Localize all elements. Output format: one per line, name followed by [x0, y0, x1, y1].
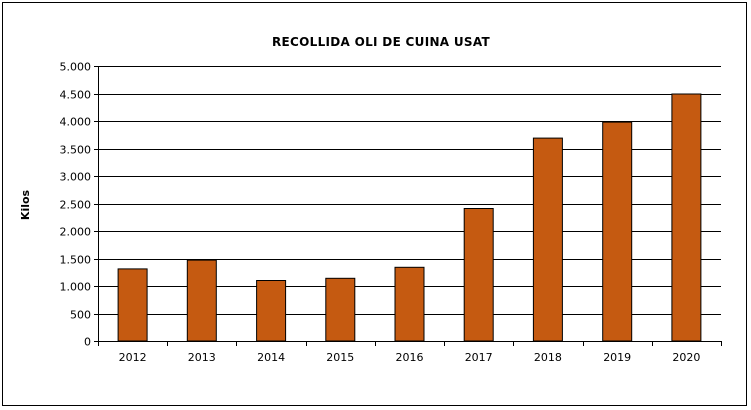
x-tick-label: 2017 — [465, 351, 493, 364]
y-tick-label: 3.000 — [60, 171, 92, 184]
bar-2019 — [602, 121, 633, 342]
y-tick-label: 500 — [70, 309, 91, 322]
y-tick-label: 1.000 — [60, 281, 92, 294]
bar-2016 — [394, 266, 425, 342]
y-tick-labels: 0 500 1.000 1.500 2.000 2.500 3.000 3.500 4.000 4… — [60, 61, 92, 349]
bar-2012 — [117, 268, 148, 342]
x-tick-label: 2015 — [326, 351, 354, 364]
bar-2020 — [671, 93, 702, 342]
y-tick-label: 0 — [84, 336, 91, 349]
bar-2015 — [325, 277, 356, 342]
bar-2013 — [186, 259, 217, 342]
x-tick-label: 2012 — [119, 351, 147, 364]
y-tick-label: 4.000 — [60, 116, 92, 129]
x-tick-label: 2014 — [257, 351, 285, 364]
bar-2014 — [256, 280, 287, 342]
y-tick-label: 5.000 — [60, 61, 92, 74]
y-tick-label: 2.500 — [60, 199, 92, 212]
x-tick-label: 2013 — [188, 351, 216, 364]
y-axis-label: Kilos — [19, 189, 32, 220]
chart-title: RECOLLIDA OLI DE CUINA USAT — [272, 35, 491, 49]
y-tick-label: 1.500 — [60, 254, 92, 267]
bar-2017 — [463, 208, 494, 342]
x-tick-labels: 2012 2013 2014 2015 2016 2017 2018 2019 2020 — [119, 351, 701, 364]
x-tick-label: 2019 — [603, 351, 631, 364]
x-tick-label: 2018 — [534, 351, 562, 364]
bars — [117, 93, 702, 342]
y-tick-label: 4.500 — [60, 89, 92, 102]
bar-2018 — [532, 137, 563, 342]
y-tick-label: 3.500 — [60, 144, 92, 157]
axes — [94, 66, 722, 346]
x-tick-label: 2016 — [396, 351, 424, 364]
x-tick-label: 2020 — [672, 351, 700, 364]
y-tick-label: 2.000 — [60, 226, 92, 239]
